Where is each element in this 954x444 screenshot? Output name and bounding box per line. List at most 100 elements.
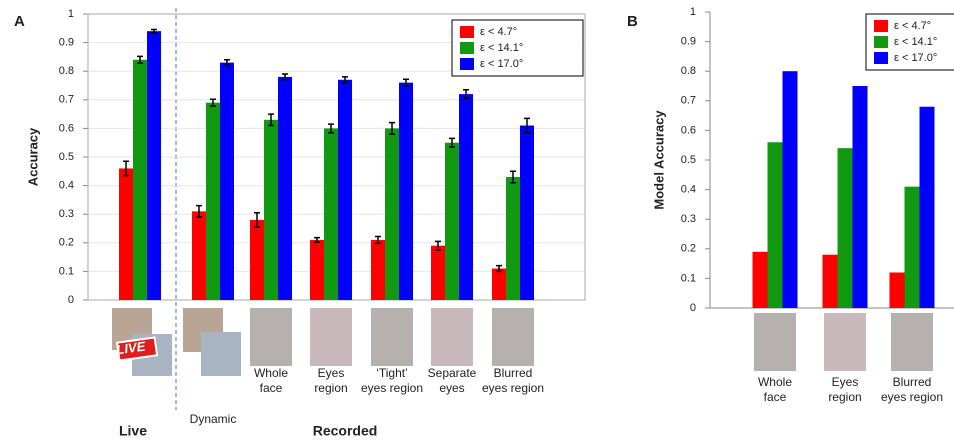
y-tick-label: 0.4 [681, 184, 696, 196]
error-bar [224, 59, 230, 67]
error-bar [196, 204, 202, 218]
bar [310, 239, 324, 300]
error-bar [254, 212, 260, 228]
x-tick-label: Eyes region [828, 375, 862, 404]
photo [431, 308, 473, 366]
error-bar [123, 160, 129, 177]
bar [324, 128, 338, 300]
legend-swatch [874, 52, 888, 64]
legend-swatch [460, 26, 474, 38]
photo [754, 313, 796, 371]
error-bar [282, 73, 288, 81]
bar [822, 254, 838, 308]
photo [250, 308, 292, 366]
error-bar [449, 137, 455, 148]
live-badge [115, 336, 159, 362]
y-tick-label: 0.9 [681, 36, 696, 48]
photo [824, 313, 866, 371]
bar [445, 142, 459, 300]
bar [520, 125, 534, 300]
y-tick-label: 1 [690, 6, 696, 18]
error-bar [496, 264, 502, 273]
y-tick-label: 0.1 [681, 272, 696, 284]
bar [278, 76, 292, 300]
y-tick-label: 0.5 [681, 154, 696, 166]
legend-label: ε < 14.1° [480, 42, 523, 54]
bar [192, 211, 206, 300]
y-tick-label: 0.2 [681, 243, 696, 255]
bar [220, 62, 234, 301]
bar [264, 119, 278, 300]
y-tick-label: 0.4 [59, 180, 74, 192]
error-bar [403, 78, 409, 87]
error-bar [463, 89, 469, 100]
legend-label: ε < 14.1° [894, 36, 937, 48]
bar [459, 94, 473, 300]
x-tick-label: ‘Tight’ eyes region [360, 366, 424, 395]
legend-label: ε < 4.7° [480, 26, 517, 38]
legend-label: ε < 17.0° [480, 58, 523, 70]
bar [492, 268, 506, 300]
y-tick-label: 0.9 [59, 37, 74, 49]
legend-swatch [874, 36, 888, 48]
y-tick-label: 0.1 [59, 265, 74, 277]
panel-label: B [627, 13, 638, 30]
y-tick-label: 0.6 [59, 122, 74, 134]
annotation: Recorded [313, 423, 378, 439]
error-bar [314, 236, 320, 243]
photo [891, 313, 933, 371]
legend-swatch [874, 20, 888, 32]
photo [371, 308, 413, 366]
x-tick-label: Separate eyes [427, 366, 477, 395]
bar [852, 86, 868, 308]
bar [119, 168, 133, 300]
bar [250, 219, 264, 300]
y-tick-label: 0.7 [59, 94, 74, 106]
bar [904, 186, 920, 308]
y-tick-label: 0.7 [681, 95, 696, 107]
y-tick-label: 0.8 [681, 65, 696, 77]
x-tick-label: Dynamic [189, 412, 237, 426]
legend-swatch [460, 58, 474, 70]
bar [133, 59, 147, 301]
error-bar [137, 55, 143, 64]
annotation: LIVE [115, 338, 146, 357]
error-bar [375, 235, 381, 245]
legend-label: ε < 17.0° [894, 52, 937, 64]
x-tick-label: Whole face [253, 366, 288, 395]
y-tick-label: 0.3 [59, 208, 74, 220]
photo [310, 308, 352, 366]
x-tick-label: Eyes region [314, 366, 348, 395]
bar [147, 31, 161, 300]
bar [782, 71, 798, 308]
bar [889, 272, 905, 308]
x-tick-label: Whole face [757, 375, 792, 404]
error-bar [328, 123, 334, 134]
y-tick-label: 1 [68, 8, 74, 20]
photo [201, 332, 241, 376]
error-bar [524, 117, 530, 134]
y-tick-label: 0.3 [681, 213, 696, 225]
bar [837, 148, 853, 308]
y-axis-label: Accuracy [25, 127, 40, 186]
bar [338, 79, 352, 300]
y-tick-label: 0.8 [59, 65, 74, 77]
error-bar [389, 121, 395, 135]
bar [752, 251, 768, 308]
bar [206, 102, 220, 300]
y-axis-label: Model Accuracy [651, 110, 666, 210]
panel-label: A [14, 13, 25, 30]
bar [399, 82, 413, 300]
error-bar [268, 113, 274, 127]
error-bar [210, 98, 216, 107]
y-tick-label: 0.2 [59, 237, 74, 249]
legend-swatch [460, 42, 474, 54]
error-bar [510, 170, 516, 184]
error-bar [151, 28, 157, 34]
x-tick-label: Blurred eyes region [880, 375, 944, 404]
y-tick-label: 0.5 [59, 151, 74, 163]
error-bar [435, 240, 441, 251]
x-tick-label: Blurred eyes region [481, 366, 545, 395]
